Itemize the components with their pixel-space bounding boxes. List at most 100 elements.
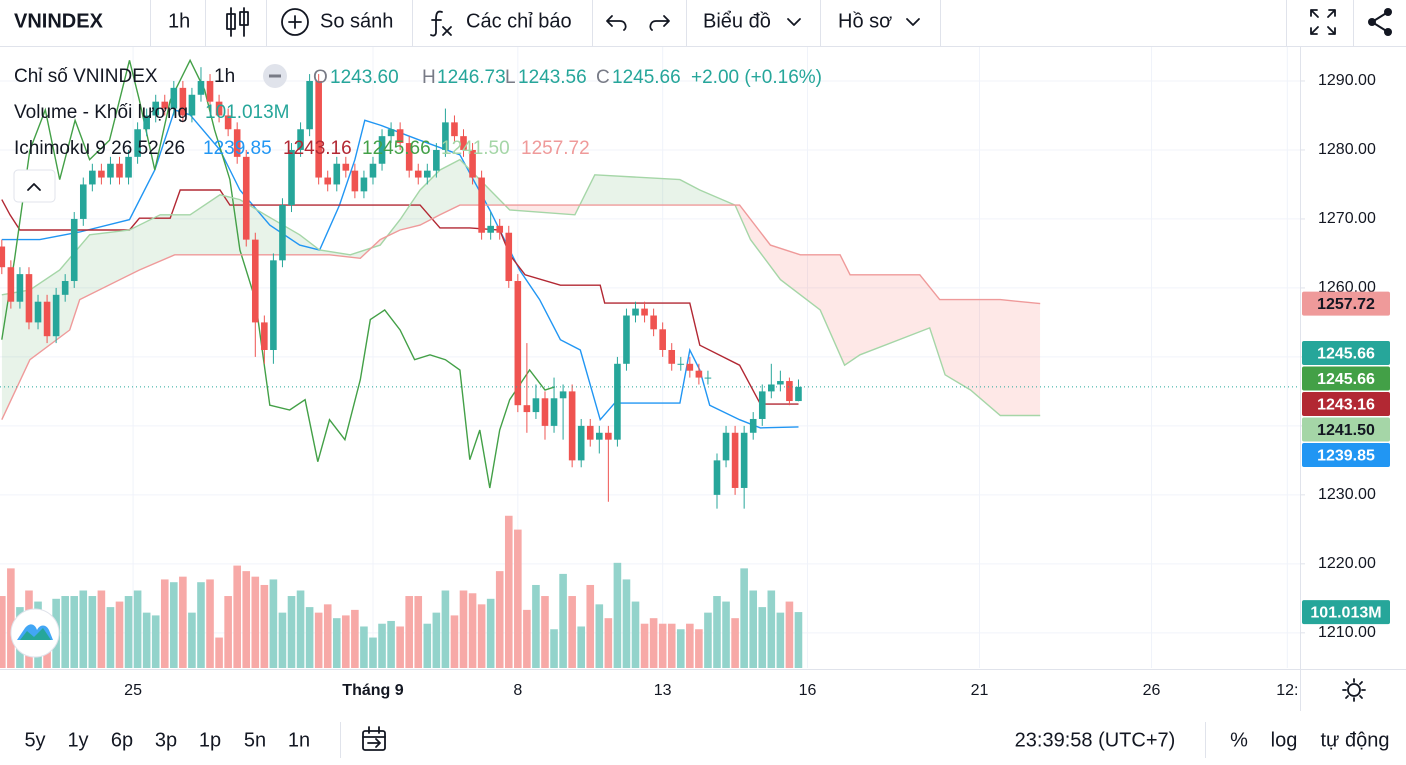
x-tick-label: 21 — [971, 682, 989, 699]
candle-body — [52, 294, 60, 337]
logo[interactable] — [10, 608, 60, 658]
volume-bar — [233, 565, 241, 668]
candle-type-icon[interactable] — [226, 7, 249, 37]
candle-body — [179, 87, 187, 116]
candle-body — [396, 129, 404, 144]
fullscreen-icon[interactable] — [1310, 9, 1336, 35]
ichimoku-lines — [1, 58, 1041, 489]
candle-body — [451, 122, 458, 137]
volume-bar — [70, 596, 79, 668]
volume-bar — [740, 568, 748, 668]
compare-button[interactable]: So sánh — [320, 10, 393, 32]
ohlc-change: +2.00 (+0.16%) — [691, 67, 822, 88]
candle-body — [206, 80, 214, 102]
auto-toggle[interactable]: tự động — [1321, 729, 1390, 751]
range-button[interactable]: 5y — [24, 729, 45, 751]
candle-body — [478, 177, 485, 233]
volume-bar — [595, 604, 604, 668]
volume-bar — [749, 590, 758, 668]
cloud-bullish — [1, 159, 1041, 420]
candle-body — [89, 170, 96, 185]
candle-body — [496, 225, 504, 233]
volume-bar — [441, 590, 450, 668]
hide-button[interactable] — [263, 64, 287, 88]
percent-toggle[interactable]: % — [1230, 729, 1248, 751]
profile-button[interactable]: Hồ sơ — [838, 10, 892, 32]
volume-bar — [758, 607, 767, 668]
candle-body — [342, 163, 350, 171]
candle-body — [34, 301, 42, 323]
candle-body — [360, 177, 368, 192]
log-toggle[interactable]: log — [1271, 729, 1298, 751]
candle-body — [288, 149, 295, 206]
symbol[interactable]: VNINDEX — [14, 10, 104, 32]
candle-body — [614, 363, 621, 440]
range-button[interactable]: 1p — [199, 729, 221, 751]
range-button[interactable]: 1n — [288, 729, 310, 751]
ohlc-prefix: H — [422, 67, 436, 88]
y-tick-label: 1220.00 — [1318, 555, 1376, 572]
volume-bar — [106, 607, 115, 668]
settings-icon[interactable] — [1342, 678, 1366, 702]
candle-body — [251, 239, 259, 323]
candle-body — [152, 101, 160, 116]
candle-body — [786, 381, 793, 402]
range-button[interactable]: 5n — [244, 729, 266, 751]
ohlc-value: 1246.73 — [437, 67, 506, 88]
share-icon[interactable] — [1368, 8, 1392, 36]
price-badges: 1257.72 1245.66 1245.66 1243.16 1241.50 1239.… — [1302, 291, 1390, 625]
volume-bar — [704, 612, 712, 668]
chart-type-button[interactable]: Biểu đồ — [703, 10, 771, 32]
candle-body — [541, 398, 549, 426]
candle-body — [577, 425, 585, 461]
volume-bar — [450, 615, 459, 668]
x-tick-label: 12: — [1276, 682, 1298, 699]
volume-bar — [640, 623, 649, 668]
legend-interval: 1h — [214, 66, 235, 87]
volume-bar — [785, 601, 794, 668]
interval-button[interactable]: 1h — [168, 10, 190, 32]
candle-body — [270, 260, 277, 350]
volume-bar — [133, 590, 142, 668]
candle-body — [641, 308, 648, 316]
indicators-button[interactable]: Các chỉ báo — [466, 10, 572, 32]
range-button[interactable]: 6p — [111, 729, 133, 751]
range-button[interactable]: 1y — [67, 729, 88, 751]
volume-bar — [686, 623, 694, 668]
chevron[interactable] — [906, 18, 920, 26]
candle-body — [233, 129, 241, 157]
volume-bar — [251, 576, 260, 668]
candle-body — [559, 391, 567, 399]
undo-icon[interactable] — [606, 15, 627, 31]
volume-bar — [242, 571, 251, 668]
x-tick-label: 25 — [124, 682, 142, 699]
compare-icon[interactable] — [281, 8, 309, 36]
candle-body — [650, 315, 657, 330]
candle-body — [623, 315, 630, 364]
candle-body — [297, 129, 304, 150]
volume-bar — [387, 620, 395, 668]
candle-body — [107, 163, 114, 178]
y-tick-label: 1280.00 — [1318, 141, 1376, 158]
volume-bar — [649, 618, 658, 668]
candle-body — [586, 425, 594, 440]
redo-icon[interactable] — [649, 15, 670, 31]
candle-body — [170, 87, 178, 109]
y-tick-label: 1270.00 — [1318, 210, 1376, 227]
candle-body — [414, 170, 422, 178]
candle-body — [387, 129, 395, 137]
candle-body — [659, 329, 666, 350]
range-button[interactable]: 3p — [155, 729, 177, 751]
volume-bar — [577, 626, 585, 668]
candle-body — [722, 432, 730, 461]
candle-body — [0, 246, 6, 268]
collapse-legend-button[interactable] — [13, 169, 56, 203]
chevron[interactable] — [787, 18, 801, 26]
volume-bar — [568, 596, 576, 668]
candles — [0, 67, 1300, 509]
candle-body — [523, 405, 531, 413]
go-to-date-icon[interactable] — [362, 726, 386, 751]
kijun-line — [1, 189, 799, 405]
indicator-icon[interactable] — [430, 10, 452, 37]
